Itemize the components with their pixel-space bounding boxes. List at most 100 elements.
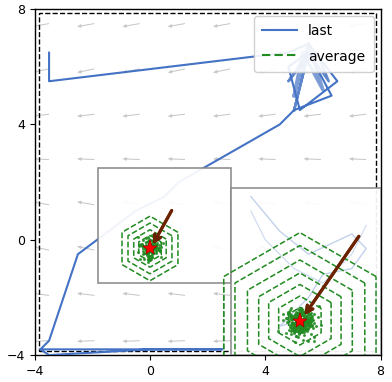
Point	[300, 323, 307, 329]
Point	[303, 313, 310, 319]
Point	[285, 311, 291, 317]
Point	[297, 324, 303, 330]
Point	[299, 318, 306, 324]
Point	[293, 316, 299, 322]
Point	[136, 242, 142, 248]
Point	[309, 317, 315, 323]
Point	[293, 313, 299, 319]
Point	[303, 327, 309, 333]
Point	[301, 320, 307, 326]
Point	[301, 310, 308, 316]
Point	[150, 243, 156, 249]
Point	[280, 311, 287, 317]
Point	[149, 254, 155, 260]
Point	[297, 313, 303, 319]
Point	[146, 249, 152, 255]
Point	[307, 315, 313, 321]
Point	[300, 325, 306, 331]
Point	[305, 326, 312, 332]
Point	[302, 326, 309, 332]
Point	[292, 316, 299, 322]
Point	[301, 316, 308, 322]
Point	[302, 310, 308, 316]
Point	[292, 326, 298, 332]
Point	[305, 322, 311, 329]
Point	[156, 247, 162, 253]
Point	[292, 339, 298, 345]
Point	[294, 312, 300, 318]
Point	[301, 318, 307, 324]
Point	[147, 248, 153, 254]
Point	[297, 314, 303, 320]
Point	[302, 314, 309, 320]
Point	[146, 238, 152, 244]
Point	[293, 320, 299, 327]
Point	[310, 311, 317, 317]
Point	[294, 324, 301, 330]
Point	[146, 240, 152, 246]
Point	[302, 320, 308, 327]
Point	[316, 303, 322, 309]
Point	[150, 245, 156, 251]
Point	[140, 248, 146, 254]
Point	[304, 317, 310, 323]
Point	[298, 326, 304, 332]
Point	[145, 256, 151, 262]
Point	[141, 256, 147, 262]
Point	[136, 242, 142, 248]
Point	[287, 314, 293, 320]
Point	[310, 317, 316, 324]
Point	[297, 326, 303, 332]
Point	[152, 244, 159, 250]
Point	[307, 315, 313, 321]
Point	[145, 251, 151, 257]
Point	[307, 322, 313, 329]
Point	[305, 319, 312, 325]
Point	[153, 250, 160, 256]
Point	[302, 310, 308, 316]
Point	[298, 324, 304, 330]
Point	[288, 328, 294, 334]
Point	[292, 312, 298, 319]
Point	[294, 319, 300, 325]
Point	[156, 247, 162, 253]
Point	[295, 306, 301, 312]
Point	[290, 330, 297, 337]
Point	[145, 250, 152, 256]
Point	[289, 327, 296, 333]
Point	[156, 247, 162, 253]
Point	[296, 314, 302, 320]
Point	[293, 319, 299, 325]
Point	[290, 326, 296, 332]
Point	[160, 240, 166, 246]
Point	[295, 306, 301, 312]
Point	[142, 243, 148, 249]
Point	[310, 325, 316, 331]
Point	[304, 315, 310, 321]
Point	[139, 241, 145, 247]
Point	[145, 234, 151, 240]
Point	[303, 318, 310, 324]
Point	[149, 241, 155, 247]
Point	[301, 320, 307, 326]
Point	[310, 311, 317, 317]
Point	[138, 243, 145, 249]
Point	[150, 249, 156, 255]
Point	[146, 240, 152, 246]
Point	[142, 246, 148, 252]
Point	[150, 250, 156, 256]
Point	[312, 324, 319, 330]
Point	[147, 254, 153, 260]
Point	[143, 243, 149, 249]
Point	[295, 310, 301, 316]
Point	[302, 322, 308, 328]
Point	[141, 250, 147, 256]
Point	[155, 244, 162, 251]
Point	[294, 322, 300, 328]
Point	[299, 328, 306, 334]
Point	[145, 244, 151, 250]
Point	[289, 325, 295, 331]
Point	[158, 244, 164, 250]
Point	[147, 237, 154, 243]
Point	[153, 242, 159, 248]
